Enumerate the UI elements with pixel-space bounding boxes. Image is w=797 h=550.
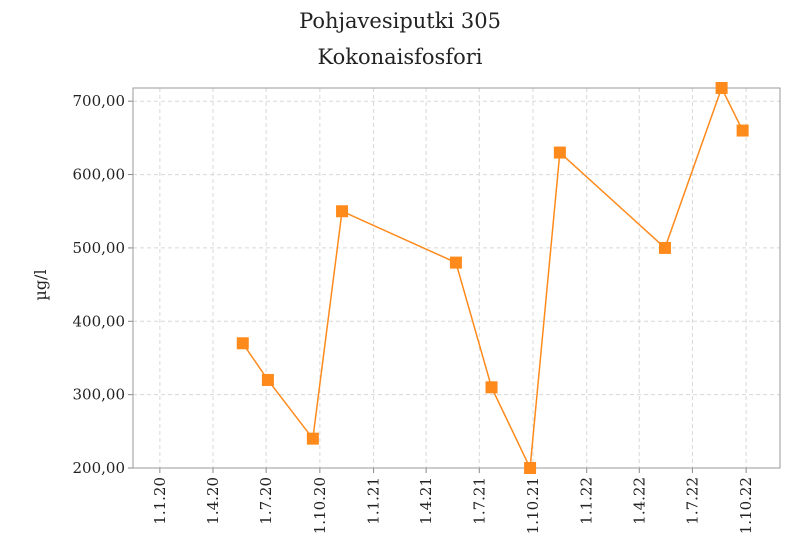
x-tick-label: 1.10.22 (737, 477, 755, 534)
data-point (715, 82, 728, 94)
data-point (261, 373, 274, 386)
y-tick-label: 400,00 (73, 312, 126, 330)
plot-border (132, 87, 781, 469)
data-point (336, 205, 349, 218)
x-tick-label: 1.4.20 (204, 477, 222, 525)
x-tick-label: 1.7.22 (683, 477, 701, 525)
x-tick-label: 1.7.21 (470, 477, 488, 525)
x-tick-label: 1.10.20 (311, 477, 329, 534)
data-point (449, 256, 462, 269)
x-tick-label: 1.4.22 (630, 477, 648, 525)
y-tick-label: 700,00 (73, 92, 126, 110)
x-tick-label: 1.1.20 (151, 477, 169, 525)
y-tick-label: 600,00 (73, 166, 126, 184)
y-tick-label: 200,00 (73, 459, 126, 477)
data-point (658, 241, 671, 254)
x-tick-label: 1.1.22 (578, 477, 596, 525)
x-tick-label: 1.10.21 (524, 477, 542, 534)
x-tick-label: 1.4.21 (417, 477, 435, 525)
chart-subtitle: Kokonaisfosfori (317, 45, 482, 69)
x-tick-label: 1.1.21 (365, 477, 383, 525)
x-tick-label: 1.7.20 (257, 477, 275, 525)
data-point (306, 432, 319, 445)
y-tick-label: 300,00 (73, 386, 126, 404)
chart-title: Pohjavesiputki 305 (299, 9, 501, 33)
y-tick-label: 500,00 (73, 239, 126, 257)
data-point (736, 124, 749, 137)
data-point (524, 462, 537, 474)
data-point (553, 146, 566, 159)
plot-area (133, 88, 780, 468)
data-point (236, 337, 249, 350)
y-axis-label: µg/l (31, 269, 50, 300)
data-point (485, 381, 498, 394)
